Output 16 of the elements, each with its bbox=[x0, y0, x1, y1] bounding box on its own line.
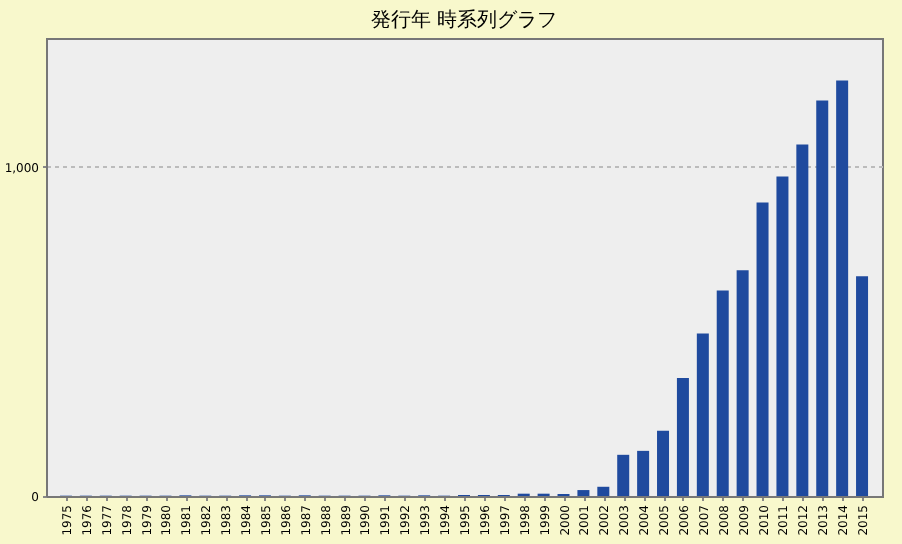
bar bbox=[736, 270, 749, 496]
bar bbox=[617, 454, 630, 496]
bar bbox=[716, 290, 729, 496]
bar bbox=[776, 176, 789, 496]
bar bbox=[696, 333, 709, 496]
bar bbox=[577, 490, 590, 496]
bar bbox=[637, 450, 650, 496]
bar bbox=[597, 486, 610, 496]
chart-title: 発行年 時系列グラフ bbox=[370, 8, 558, 32]
bar bbox=[816, 100, 829, 496]
bar bbox=[856, 276, 869, 496]
bar bbox=[676, 378, 689, 496]
bar bbox=[796, 144, 809, 496]
bar bbox=[756, 202, 769, 496]
bar bbox=[836, 80, 849, 496]
bar bbox=[657, 430, 670, 496]
